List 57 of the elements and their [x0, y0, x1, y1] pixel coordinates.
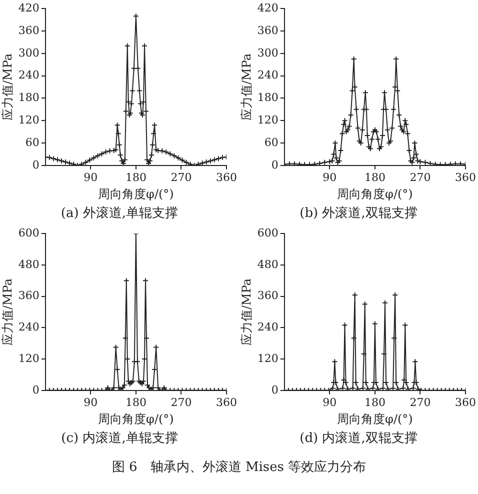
text: (c) 内滚道,单辊支撑: [60, 430, 179, 448]
y-tick-label: 300: [18, 46, 40, 60]
y-tick-label: 120: [18, 352, 40, 365]
y-tick-label: 180: [18, 91, 40, 104]
text: (b) 外滚道,双辊支撑: [298, 205, 418, 223]
x-tick-label: 360: [455, 170, 476, 184]
x-axis-title: 周向角度φ/(°): [98, 412, 174, 426]
y-tick-label: 240: [18, 68, 40, 82]
x-tick-label: 270: [410, 170, 431, 184]
y-axis-title: 应力值/MPa: [239, 53, 254, 121]
y-tick-label: 420: [257, 1, 278, 14]
x-tick-label: 180: [125, 396, 146, 409]
y-tick-label: 240: [257, 68, 278, 82]
y-tick-label: 480: [18, 258, 40, 271]
x-tick-label: 90: [322, 396, 337, 409]
y-axis-title: 应力值/MPa: [0, 278, 14, 346]
x-tick-label: 90: [84, 170, 98, 184]
y-tick-label: 360: [18, 24, 40, 37]
x-tick-label: 270: [410, 396, 431, 409]
x-axis-title: 周向角度φ/(°): [337, 412, 413, 426]
y-tick-label: 0: [32, 158, 40, 172]
x-tick-label: 360: [216, 396, 237, 409]
y-tick-label: 0: [271, 383, 278, 396]
y-tick-label: 120: [18, 113, 40, 126]
caption: 图 6 轴承内、外滚道 Mises 等效应力分布: [110, 459, 368, 476]
text: (a) 外滚道,单辊支撑: [60, 205, 180, 223]
x-tick-label: 180: [125, 170, 146, 184]
y-tick-label: 60: [264, 136, 278, 149]
x-tick-label: 360: [216, 170, 237, 184]
x-axis-title: 周向角度φ/(°): [98, 186, 174, 201]
y-tick-label: 360: [257, 24, 278, 37]
y-tick-label: 600: [257, 226, 278, 240]
y-axis-title: 应力值/MPa: [0, 53, 14, 121]
y-tick-label: 600: [18, 226, 40, 240]
y-tick-label: 480: [257, 258, 278, 271]
y-tick-label: 420: [18, 1, 40, 14]
x-tick-label: 180: [364, 170, 386, 184]
x-tick-label: 360: [455, 396, 476, 409]
y-tick-label: 60: [25, 136, 40, 149]
y-tick-label: 120: [257, 352, 278, 365]
x-tick-label: 180: [364, 396, 386, 409]
x-tick-label: 90: [84, 396, 98, 409]
x-tick-label: 90: [322, 170, 337, 184]
x-tick-label: 270: [170, 170, 192, 184]
y-tick-label: 300: [257, 46, 278, 60]
y-tick-label: 120: [257, 113, 278, 126]
y-tick-label: 360: [18, 289, 40, 302]
y-tick-label: 240: [257, 320, 278, 334]
text: (d) 内滚道,双辊支撑: [298, 430, 418, 448]
y-tick-label: 360: [257, 289, 278, 302]
y-tick-label: 240: [18, 320, 40, 334]
x-tick-label: 270: [170, 396, 192, 409]
y-tick-label: 0: [271, 158, 278, 172]
y-tick-label: 0: [32, 383, 40, 396]
y-axis-title: 应力值/MPa: [239, 278, 254, 346]
y-tick-label: 180: [257, 91, 278, 104]
x-axis-title: 周向角度φ/(°): [337, 186, 413, 201]
